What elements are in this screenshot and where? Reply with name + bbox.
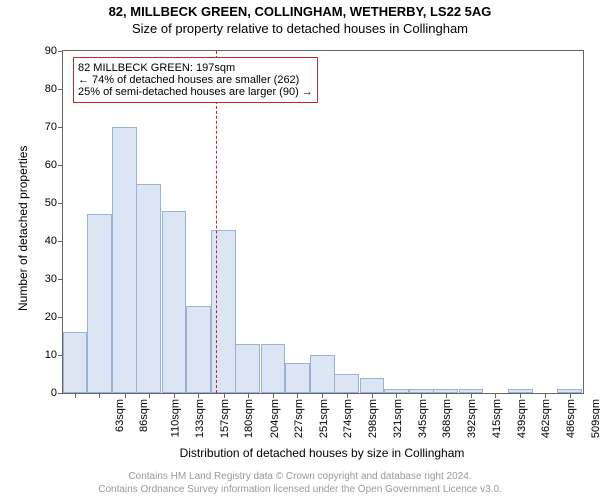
annotation-line: ← 74% of detached houses are smaller (26… — [78, 74, 313, 86]
x-tick-label: 204sqm — [267, 399, 281, 438]
x-tick-label: 462sqm — [538, 399, 552, 438]
x-tick-mark — [248, 393, 249, 398]
x-tick-mark — [75, 393, 76, 398]
x-tick-mark — [471, 393, 472, 398]
y-tick-mark — [58, 51, 63, 52]
x-tick-mark — [273, 393, 274, 398]
x-tick-label: 321sqm — [390, 399, 404, 438]
x-tick-label: 63sqm — [112, 399, 126, 432]
x-tick-label: 180sqm — [241, 399, 255, 438]
x-tick-label: 509sqm — [588, 399, 600, 438]
x-tick-label: 392sqm — [465, 399, 479, 438]
histogram-bar — [162, 211, 187, 393]
page-title: 82, MILLBECK GREEN, COLLINGHAM, WETHERBY… — [0, 4, 600, 19]
histogram-bar — [186, 306, 211, 393]
footer-line-1: Contains HM Land Registry data © Crown c… — [0, 470, 600, 483]
histogram-plot: 010203040506070809063sqm86sqm110sqm133sq… — [62, 50, 584, 394]
x-tick-label: 133sqm — [192, 399, 206, 438]
x-tick-mark — [520, 393, 521, 398]
x-tick-label: 368sqm — [439, 399, 453, 438]
histogram-bar — [360, 378, 385, 393]
y-axis-label: Number of detached properties — [16, 146, 30, 311]
y-tick-mark — [58, 241, 63, 242]
x-tick-mark — [372, 393, 373, 398]
x-tick-mark — [99, 393, 100, 398]
histogram-bar — [261, 344, 286, 393]
x-tick-mark — [495, 393, 496, 398]
x-tick-label: 227sqm — [291, 399, 305, 438]
x-tick-label: 86sqm — [136, 399, 150, 432]
x-tick-mark — [224, 393, 225, 398]
x-tick-label: 298sqm — [366, 399, 380, 438]
footer-line-2: Contains Ordnance Survey information lic… — [0, 483, 600, 496]
y-tick-mark — [58, 393, 63, 394]
histogram-bar — [508, 389, 533, 393]
x-tick-label: 345sqm — [415, 399, 429, 438]
annotation-box: 82 MILLBECK GREEN: 197sqm← 74% of detach… — [73, 57, 318, 103]
x-tick-label: 415sqm — [489, 399, 503, 438]
x-tick-mark — [322, 393, 323, 398]
x-tick-mark — [174, 393, 175, 398]
histogram-bar — [235, 344, 260, 393]
y-tick-mark — [58, 127, 63, 128]
histogram-bar — [211, 230, 236, 393]
x-tick-mark — [347, 393, 348, 398]
page-subtitle: Size of property relative to detached ho… — [0, 21, 600, 36]
histogram-bar — [63, 332, 88, 393]
x-tick-mark — [198, 393, 199, 398]
x-tick-label: 486sqm — [564, 399, 578, 438]
histogram-bar — [557, 389, 582, 393]
histogram-bar — [136, 184, 161, 393]
histogram-bar — [285, 363, 310, 393]
y-tick-mark — [58, 317, 63, 318]
histogram-bar — [409, 389, 434, 393]
annotation-line: 25% of semi-detached houses are larger (… — [78, 86, 313, 98]
histogram-bar — [334, 374, 359, 393]
x-tick-label: 157sqm — [217, 399, 231, 438]
x-tick-mark — [421, 393, 422, 398]
attribution-footer: Contains HM Land Registry data © Crown c… — [0, 470, 600, 496]
y-tick-mark — [58, 279, 63, 280]
x-tick-mark — [125, 393, 126, 398]
histogram-bar — [112, 127, 137, 393]
x-tick-label: 251sqm — [316, 399, 330, 438]
annotation-line: 82 MILLBECK GREEN: 197sqm — [78, 62, 313, 74]
x-tick-label: 439sqm — [514, 399, 528, 438]
x-tick-mark — [545, 393, 546, 398]
histogram-bar — [433, 389, 458, 393]
x-tick-mark — [396, 393, 397, 398]
histogram-bar — [384, 389, 409, 393]
histogram-bar — [459, 389, 484, 393]
histogram-bar — [310, 355, 335, 393]
y-tick-mark — [58, 203, 63, 204]
x-tick-mark — [570, 393, 571, 398]
x-tick-label: 274sqm — [340, 399, 354, 438]
x-tick-mark — [297, 393, 298, 398]
x-tick-label: 110sqm — [167, 399, 181, 437]
y-tick-mark — [58, 165, 63, 166]
x-axis-label: Distribution of detached houses by size … — [62, 446, 582, 460]
y-tick-mark — [58, 89, 63, 90]
x-tick-mark — [149, 393, 150, 398]
histogram-bar — [87, 214, 112, 393]
x-tick-mark — [446, 393, 447, 398]
